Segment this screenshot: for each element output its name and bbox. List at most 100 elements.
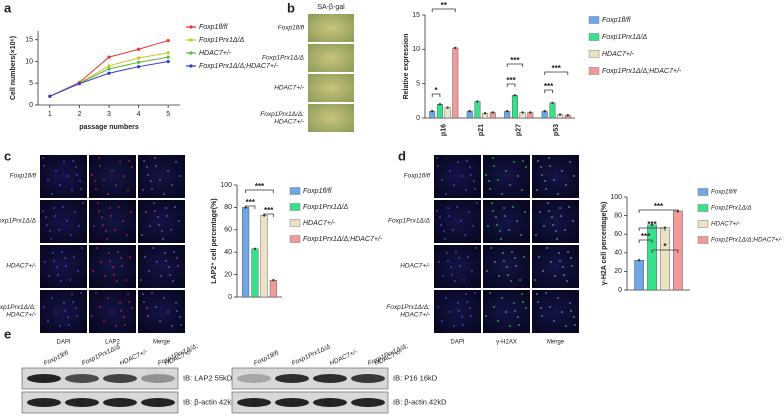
cell-dot — [76, 315, 78, 317]
cell-dot — [465, 189, 467, 191]
cell-dot — [161, 230, 163, 232]
point — [136, 65, 141, 69]
cell-dot — [517, 175, 519, 177]
row-label: Foxp1Prx1Δ/Δ; — [0, 304, 36, 311]
cell-dot — [131, 307, 133, 309]
y-tick-label: 80 — [224, 204, 232, 211]
significance-bracket — [638, 239, 653, 243]
blot-strip — [231, 367, 389, 390]
cell-dot — [51, 193, 53, 195]
significance-bracket — [544, 71, 569, 75]
cell-dot — [534, 279, 536, 281]
legend-label: Foxp1fl/fl — [199, 24, 228, 31]
cell-dot — [487, 225, 489, 227]
cell-dot — [43, 165, 45, 167]
cell-dot — [445, 193, 447, 195]
cell-dot — [515, 265, 517, 267]
significance-label: ** — [441, 1, 448, 10]
legend-label: Foxp1Prx1Δ/Δ — [711, 205, 752, 212]
cell-dot — [74, 211, 76, 213]
cell-dot — [436, 157, 438, 159]
micrograph — [308, 104, 354, 132]
cell-dot — [472, 225, 474, 227]
legend-swatch — [189, 51, 193, 55]
cell-dot — [521, 189, 523, 191]
cell-dot — [97, 202, 99, 204]
y-tick-label: 60 — [224, 227, 232, 234]
cell-dot — [127, 293, 129, 295]
bar-dot — [637, 259, 641, 262]
cell-dot — [163, 297, 165, 299]
cell-dot — [101, 216, 103, 218]
cell-dot — [72, 160, 74, 162]
legend-label: Foxp1Prx1Δ/Δ — [602, 34, 647, 41]
cell-dot — [171, 184, 173, 186]
cell-dot — [553, 179, 555, 181]
cell-dot — [440, 224, 442, 226]
lane-label: HDAC7+/- — [119, 348, 150, 367]
blot-strip — [21, 367, 179, 390]
bar — [549, 102, 556, 119]
cell-dot — [559, 260, 561, 262]
cell-dot — [171, 325, 173, 327]
cell-dot — [64, 310, 66, 312]
cell-dot — [514, 310, 516, 312]
bar-dot — [491, 111, 494, 114]
cell-dot — [465, 293, 467, 295]
cell-dot — [442, 275, 444, 277]
cell-dot — [167, 311, 169, 313]
lane-label: Foxp1Prx1Δ/Δ — [81, 343, 122, 367]
cell-dot — [517, 316, 519, 318]
micrograph — [434, 245, 481, 288]
panel-label: a — [4, 0, 12, 15]
point — [107, 55, 111, 59]
cell-dot — [570, 310, 572, 312]
cell-dot — [558, 252, 560, 254]
cell-dot — [547, 202, 549, 204]
cell-dot — [556, 238, 558, 240]
row-label: HDAC7+/- — [274, 85, 305, 92]
cell-dot — [118, 206, 120, 208]
cell-dot — [557, 297, 559, 299]
bar-dot — [253, 247, 257, 251]
cell-dot — [457, 302, 459, 304]
blot-band — [351, 398, 385, 407]
cell-dot — [568, 206, 570, 208]
cell-dot — [553, 320, 555, 322]
cell-dot — [42, 210, 44, 212]
cell-dot — [548, 157, 550, 159]
cell-dot — [67, 316, 69, 318]
cell-dot — [142, 189, 144, 191]
cell-dot — [159, 320, 161, 322]
cell-dot — [154, 157, 156, 159]
blot-band — [27, 398, 61, 407]
cell-dot — [449, 170, 451, 172]
point — [107, 67, 111, 71]
blot-band — [27, 374, 61, 383]
y-tick-label: 100 — [220, 182, 232, 189]
cell-dot — [146, 166, 148, 168]
cell-dot — [536, 189, 538, 191]
cell-dot — [458, 257, 460, 259]
cell-dot — [470, 174, 472, 176]
cell-dot — [167, 170, 169, 172]
cell-dot — [77, 270, 79, 272]
cell-dot — [58, 229, 60, 231]
cell-dot — [456, 206, 458, 208]
legend-label: HDAC7+/- — [711, 221, 740, 228]
cell-dot — [158, 224, 160, 226]
cell-dot — [538, 256, 540, 258]
cell-dot — [518, 324, 520, 326]
significance-label: *** — [552, 64, 562, 73]
blot-band — [65, 374, 99, 383]
bar-dot — [468, 109, 471, 113]
cell-dot — [451, 274, 453, 276]
cell-dot — [166, 215, 168, 217]
cell-dot — [546, 247, 548, 249]
lane-label: Foxp1Prx1Δ/Δ — [291, 343, 332, 367]
y-tick-label: 80 — [614, 212, 622, 219]
cell-dot — [143, 301, 145, 303]
y-tick-label: 0 — [228, 294, 232, 301]
cell-dot — [447, 207, 449, 209]
